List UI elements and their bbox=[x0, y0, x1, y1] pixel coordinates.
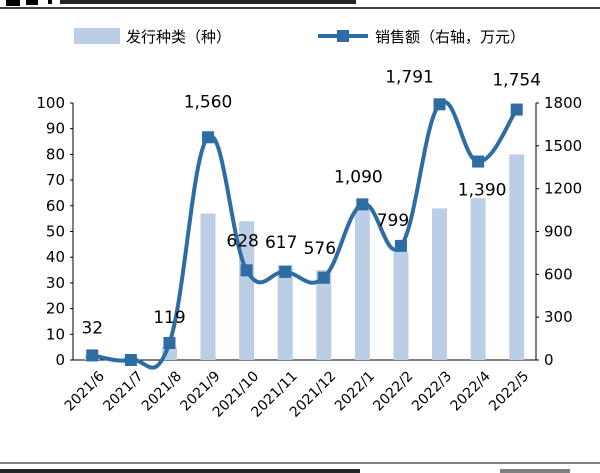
bar-2021/12 bbox=[316, 270, 332, 360]
data-label-2022/4: 1,390 bbox=[458, 181, 507, 201]
marker-2022/4 bbox=[472, 155, 485, 168]
footer-cropped-strip bbox=[0, 469, 570, 473]
y-left-ticks: 0 10 20 30 40 50 60 70 80 90 100 bbox=[36, 94, 73, 369]
y-right-tick-600: 600 bbox=[544, 265, 573, 283]
x-ticks: 2021/62021/72021/82021/92021/102021/1120… bbox=[62, 368, 533, 421]
bar-2021/9 bbox=[200, 213, 216, 360]
y-right-tick-1200: 1200 bbox=[544, 180, 582, 198]
marker-2021/6 bbox=[86, 349, 99, 362]
marker-2022/3 bbox=[433, 98, 446, 111]
y-left-tick-40: 40 bbox=[46, 248, 65, 266]
y-left-tick-20: 20 bbox=[46, 300, 65, 318]
y-right-tick-0: 0 bbox=[544, 351, 554, 369]
y-left-tick-100: 100 bbox=[36, 94, 65, 112]
y-left-tick-50: 50 bbox=[46, 223, 65, 241]
marker-2022/1 bbox=[356, 198, 369, 211]
marker-2021/9 bbox=[202, 131, 215, 144]
y-left-tick-70: 70 bbox=[46, 171, 65, 189]
y-right-tick-300: 300 bbox=[544, 308, 573, 326]
data-label-2021/10: 628 bbox=[226, 231, 258, 251]
data-label-2021/9: 1,560 bbox=[184, 92, 233, 112]
x-tick-2022/4: 2022/4 bbox=[448, 368, 494, 414]
bar-2022/5 bbox=[509, 154, 525, 360]
data-label-2022/5: 1,754 bbox=[492, 71, 541, 91]
bar-2022/1 bbox=[354, 205, 370, 360]
bar-2022/4 bbox=[470, 198, 486, 360]
legend-line-marker bbox=[337, 30, 349, 42]
data-label-2022/2: 799 bbox=[377, 211, 409, 231]
legend-line-label: 销售额（右轴，万元） bbox=[375, 28, 525, 46]
y-left-tick-60: 60 bbox=[46, 197, 65, 215]
bar-2022/2 bbox=[393, 252, 409, 360]
y-left-tick-90: 90 bbox=[46, 120, 65, 138]
x-tick-2022/5: 2022/5 bbox=[486, 368, 532, 414]
marker-2021/11 bbox=[279, 265, 292, 278]
data-label-2021/11: 617 bbox=[265, 233, 297, 253]
y-left-tick-80: 80 bbox=[46, 145, 65, 163]
x-tick-2021/6: 2021/6 bbox=[62, 368, 108, 414]
y-left-tick-0: 0 bbox=[55, 351, 65, 369]
marker-2021/7 bbox=[124, 354, 137, 366]
data-labels: 32 119 1,560 628 617 576 1,090 799 1,791 1,390 1,7… bbox=[81, 67, 541, 338]
y-right-tick-1500: 1500 bbox=[544, 137, 582, 155]
marker-2022/2 bbox=[394, 239, 407, 252]
data-label-2021/8: 119 bbox=[153, 308, 185, 328]
legend-bar-swatch bbox=[74, 28, 120, 44]
x-tick-2022/1: 2022/1 bbox=[332, 368, 378, 414]
x-tick-2022/3: 2022/3 bbox=[409, 368, 455, 414]
marker-2021/8 bbox=[163, 337, 176, 350]
x-tick-2022/2: 2022/2 bbox=[370, 368, 416, 414]
legend-bar-label: 发行种类（种） bbox=[126, 28, 231, 46]
y-left-tick-10: 10 bbox=[46, 325, 65, 343]
header-cropped-strip bbox=[6, 0, 356, 6]
marker-2022/5 bbox=[510, 103, 523, 116]
marker-2021/12 bbox=[317, 271, 330, 284]
y-left-tick-30: 30 bbox=[46, 274, 65, 292]
data-label-2021/12: 576 bbox=[304, 239, 336, 259]
data-label-2021/6: 32 bbox=[81, 318, 103, 338]
legend: 发行种类（种） 销售额（右轴，万元） bbox=[74, 28, 525, 46]
y-right-tick-900: 900 bbox=[544, 223, 573, 241]
data-label-2022/1: 1,090 bbox=[334, 167, 383, 187]
y-right-tick-1800: 1800 bbox=[544, 94, 582, 112]
y-right-ticks: 0 300 600 900 1200 1500 1800 bbox=[536, 94, 582, 369]
marker-2021/10 bbox=[240, 264, 253, 277]
data-label-2022/3: 1,791 bbox=[385, 67, 434, 87]
x-tick-2021/7: 2021/7 bbox=[100, 368, 146, 414]
line-markers bbox=[86, 98, 523, 366]
bar-2021/11 bbox=[277, 264, 293, 360]
bar-2022/3 bbox=[432, 208, 448, 360]
x-tick-2021/8: 2021/8 bbox=[139, 368, 185, 414]
